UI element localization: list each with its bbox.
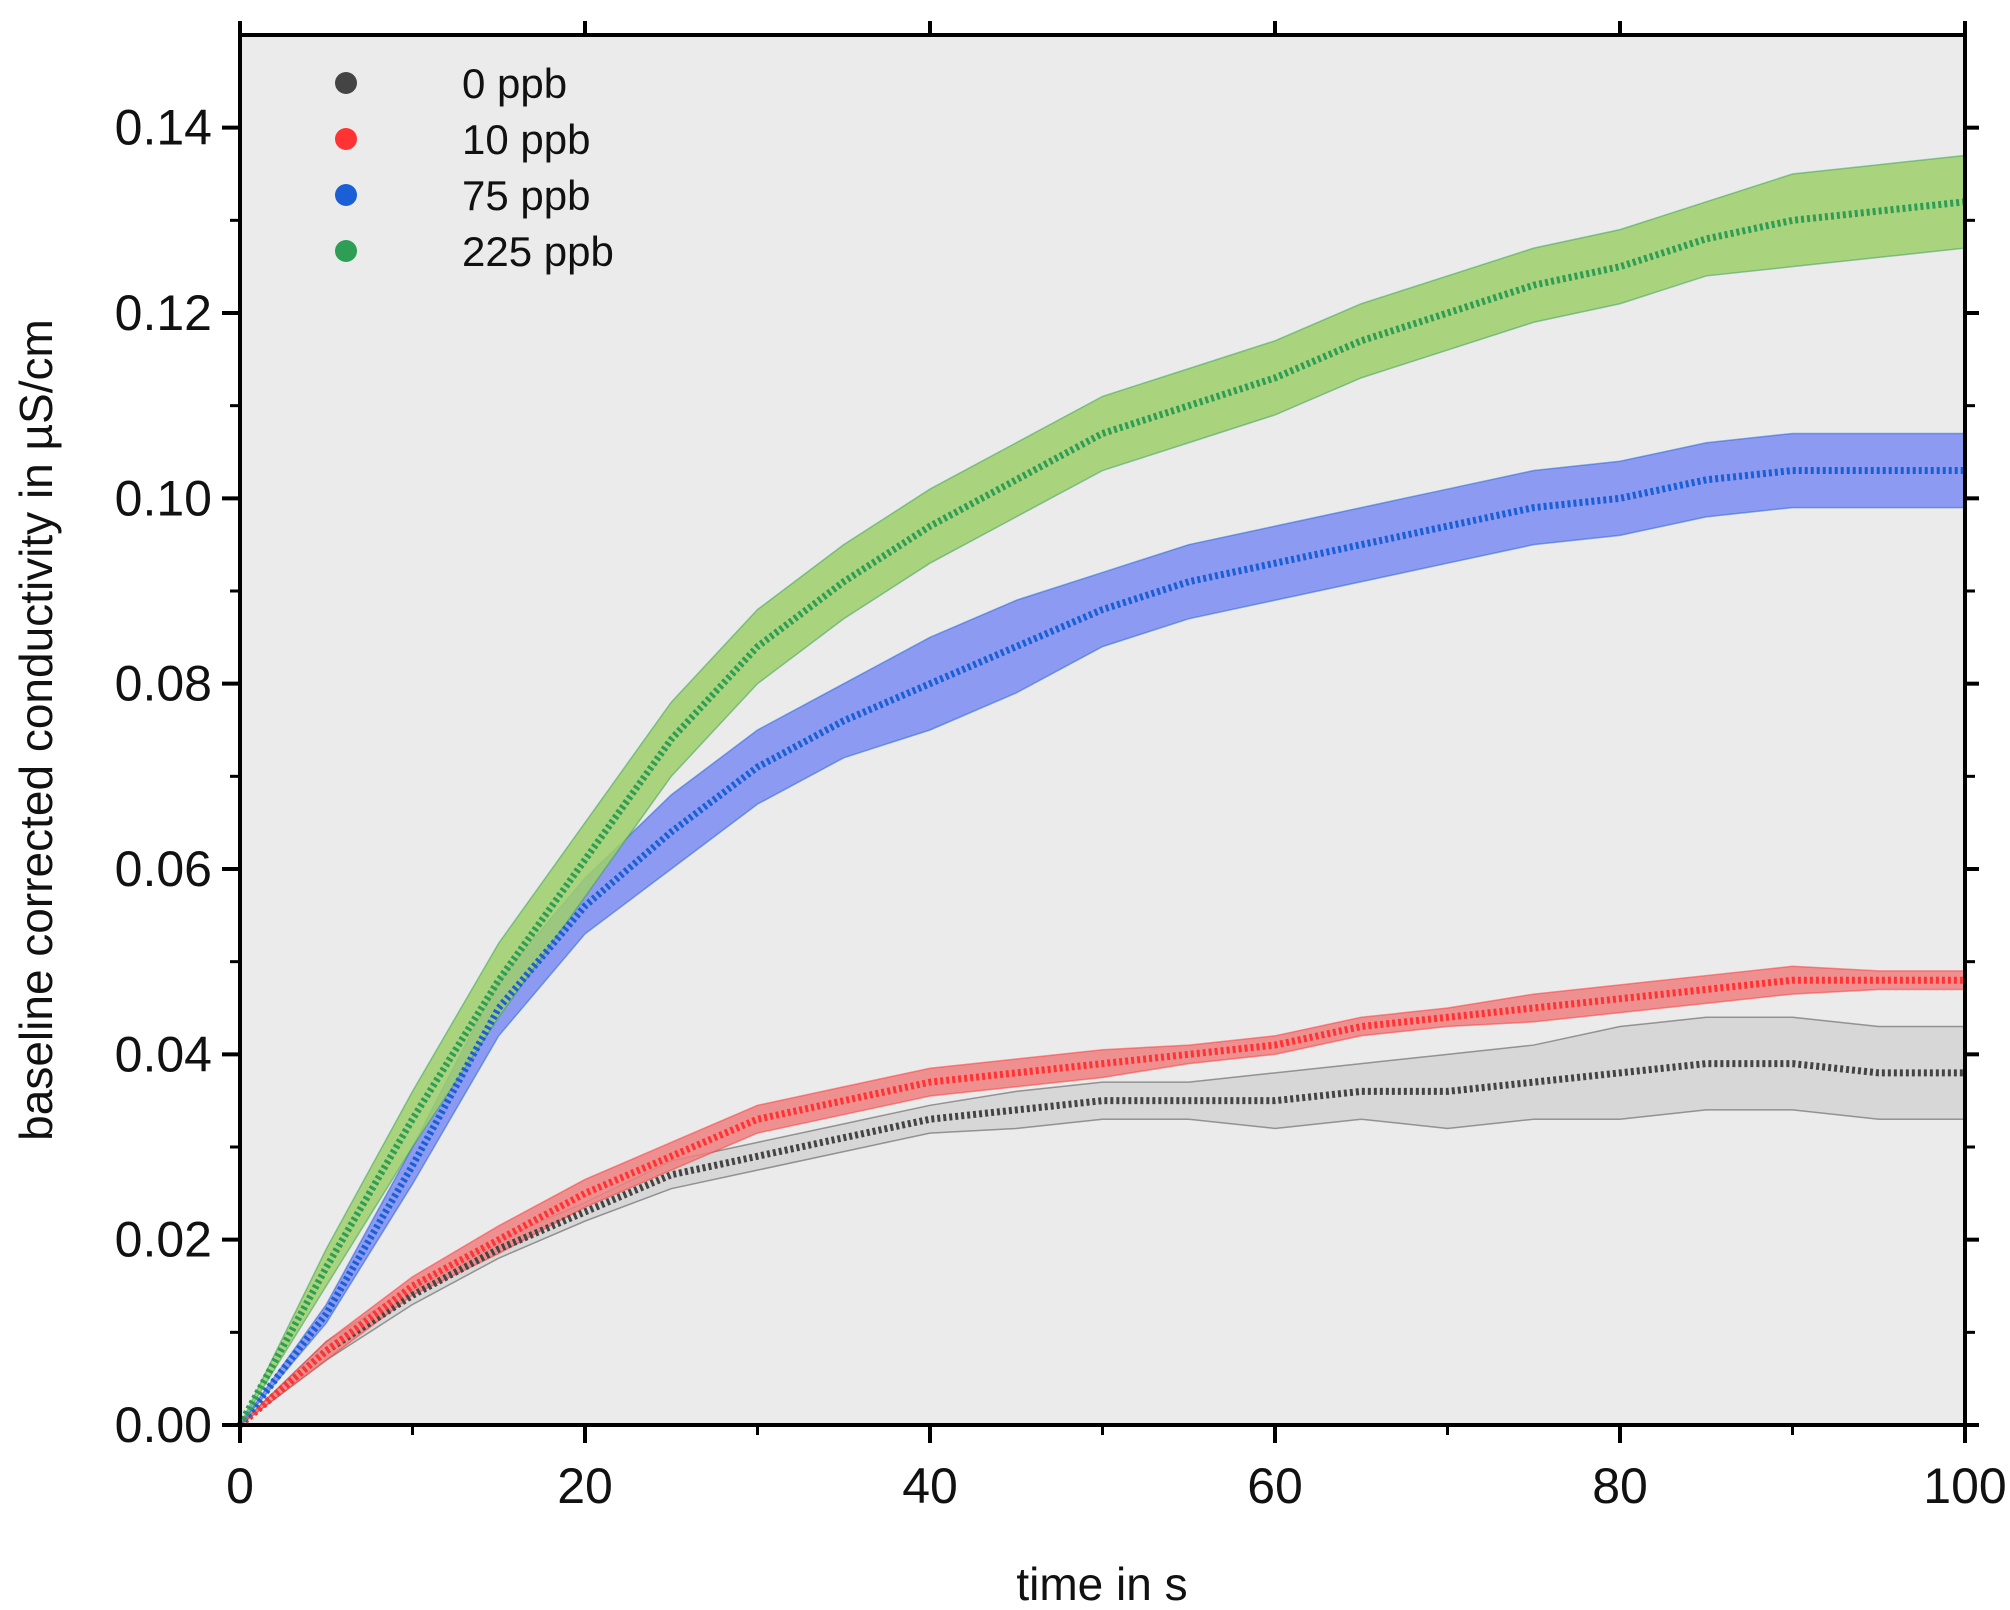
y-tick-label: 0.02	[115, 1212, 212, 1268]
legend: 0 ppb 10 ppb 75 ppb 225 ppb	[335, 60, 614, 275]
legend-label-225-ppb: 225 ppb	[462, 228, 614, 275]
x-axis-ticks: 0 20 40 60 80 100	[226, 21, 2007, 1514]
y-tick-label: 0.10	[115, 470, 212, 526]
legend-marker-225-ppb	[335, 240, 357, 262]
y-tick-label: 0.06	[115, 841, 212, 897]
legend-label-10-ppb: 10 ppb	[462, 116, 590, 163]
y-axis-label: baseline corrected conductivity in µS/cm	[10, 319, 62, 1141]
y-axis-ticks: 0.00 0.02 0.04 0.06 0.08 0.10 0.12 0.14	[115, 100, 1979, 1453]
x-tick-label: 80	[1592, 1458, 1648, 1514]
y-tick-label: 0.04	[115, 1026, 212, 1082]
series-lines	[236, 198, 1966, 1428]
x-tick-label: 40	[902, 1458, 958, 1514]
legend-marker-10-ppb	[335, 128, 357, 150]
y-tick-label: 0.08	[115, 656, 212, 712]
series-line-10-ppb	[237, 976, 1965, 1428]
x-axis-label: time in s	[1016, 1558, 1187, 1610]
y-tick-label: 0.00	[115, 1397, 212, 1453]
legend-label-75-ppb: 75 ppb	[462, 172, 590, 219]
x-tick-label: 60	[1247, 1458, 1303, 1514]
series-line-75-ppb	[237, 467, 1965, 1428]
y-tick-label: 0.12	[115, 285, 212, 341]
legend-marker-0-ppb	[335, 72, 357, 94]
y-tick-label: 0.14	[115, 100, 212, 156]
series-line-225-ppb	[236, 198, 1966, 1427]
legend-label-0-ppb: 0 ppb	[462, 60, 567, 107]
x-tick-label: 20	[557, 1458, 613, 1514]
x-tick-label: 100	[1923, 1458, 2006, 1514]
x-tick-label: 0	[226, 1458, 254, 1514]
legend-marker-75-ppb	[335, 184, 357, 206]
